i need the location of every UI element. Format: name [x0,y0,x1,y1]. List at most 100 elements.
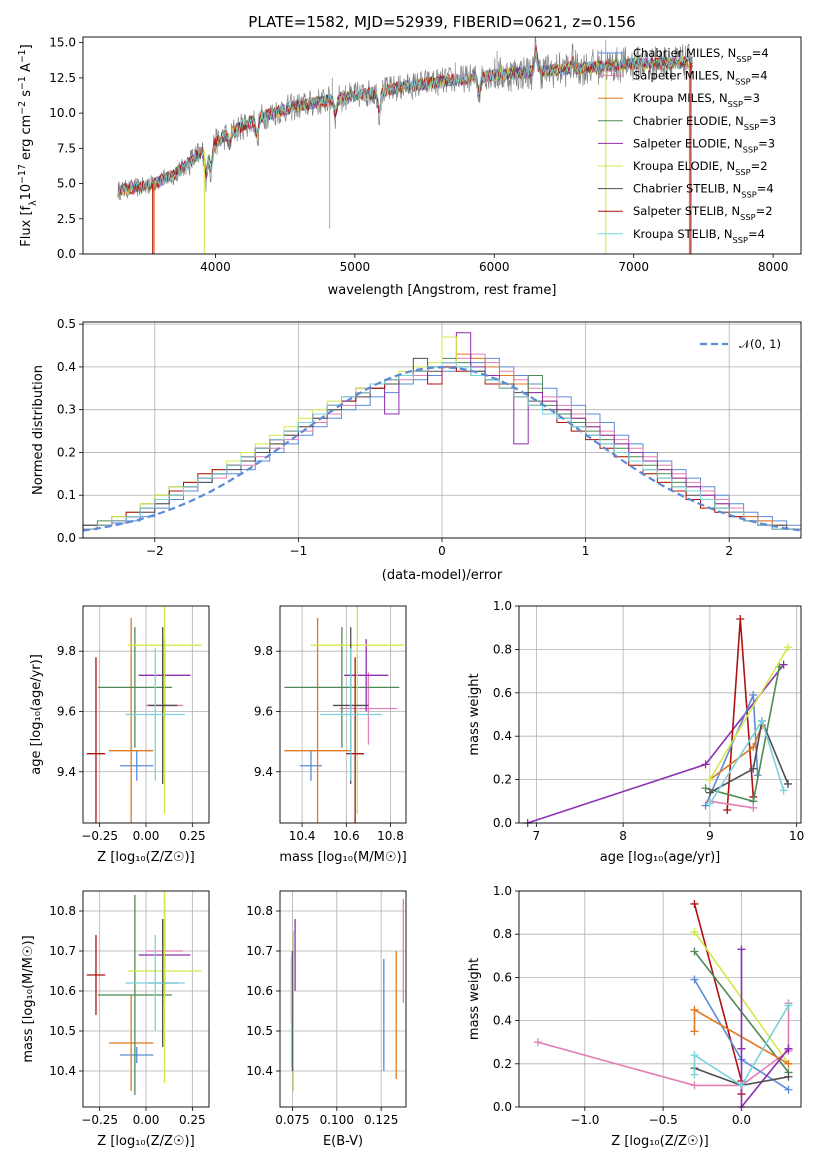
age-vs-z-plot-area [86,606,202,823]
mass-vs-ebv-ytick-label: 10.4 [246,1064,273,1078]
salpeter_elodie-weight-marker [779,660,788,669]
kroupa_stelib-weight-marker [690,1070,699,1079]
salpeter_elodie-weight-marker [701,760,710,769]
mass-vs-z-ylabel: mass [log₁₀(M/M☉)] [21,935,36,1062]
chabrier_elodie-weight-marker [690,947,699,956]
salpeter_miles-weight-marker [749,803,758,812]
residuals-ylabel: Normed distribution [31,365,46,495]
spectrum-xtick-label: 6000 [479,260,510,274]
kroupa_stelib-residual-histogram [82,362,801,538]
age-vs-mass-xtick-label: 10.8 [377,829,404,843]
chabrier_miles-weight-marker [749,690,758,699]
kroupa_miles-weight-marker [784,1059,793,1068]
mass-vs-ebv-ytick-label: 10.5 [246,1024,273,1038]
age-vs-z-xtick-label: 0.25 [179,829,206,843]
salpeter_stelib-weight-line [693,903,743,1094]
chabrier_miles-weight-marker [701,801,710,810]
kroupa_stelib-weight-marker [757,717,766,726]
kroupa_stelib-weight-line [693,1005,790,1087]
spectrum-xlabel: wavelength [Angstrom, rest frame] [328,283,557,298]
mass-vs-z-xtick-label: 0.00 [133,1113,160,1127]
kroupa_stelib-weight-marker [690,1051,699,1060]
weight-vs-age-ylabel: mass weight [467,673,482,755]
spectrum-panel: 4000 5000 6000 7000 8000 0.0 2.5 5.0 7.5 10.0 12.5… [17,36,802,298]
salpeter_elodie-weight-marker [737,1044,746,1053]
normal-legend-label: 𝒩(0, 1) [739,337,781,351]
kroupa_miles-weight-marker [690,1005,699,1014]
age-vs-z-panel: −0.25 0.00 0.25 9.4 9.6 9.8 Z [log₁₀(Z/Z☉)] age… [29,605,210,865]
spectrum-ytick-label: 12.5 [49,71,76,85]
spectrum-ytick-label: 10.0 [49,106,76,120]
mass-vs-ebv-xlabel: E(B-V) [323,1134,363,1149]
chabrier_stelib-weight-marker [705,788,714,797]
age-vs-mass-frame [279,605,407,824]
weight-vs-age-xtick-label: 9 [706,829,714,843]
weight-vs-z-ytick-label: 1.0 [493,884,512,898]
chabrier_elodie-legend-label: Chabrier ELODIE, NSSP=3 [633,114,776,132]
salpeter_elodie-weight-line [740,949,790,1110]
weight-vs-age-ytick-label: 0.2 [493,773,512,787]
salpeter_stelib-weight-marker [723,805,732,814]
age-vs-z-ytick-label: 9.6 [57,704,76,718]
weight-vs-age-xtick-label: 7 [533,829,541,843]
salpeter_miles-weight-marker [533,1038,542,1047]
spectrum-ytick-label: 7.5 [57,141,76,155]
chabrier_miles-weight-marker [690,975,699,984]
salpeter_miles-weight-line [709,800,754,809]
mass-vs-z-ytick-label: 10.7 [49,944,76,958]
residuals-ytick-label: 0.2 [57,445,76,459]
salpeter_elodie-legend-label: Salpeter ELODIE, NSSP=3 [633,136,775,154]
age-vs-mass-xlabel: mass [log₁₀(M/M☉)] [279,850,406,865]
kroupa_stelib-weight-marker [705,799,714,808]
weight-vs-z-ytick-label: 0.2 [493,1057,512,1071]
residuals-xlabel: (data-model)/error [382,568,503,583]
age-vs-z-frame [82,605,210,824]
salpeter_elodie-weight-marker [784,1044,793,1053]
residuals-xtick-label: −1 [290,544,308,558]
age-vs-mass-plot-area [284,606,404,823]
weight-vs-z-panel: −1.0 −0.5 0.0 0.0 0.2 0.4 0.6 0.8 1.0 Z [log₁₀(Z/… [467,884,802,1149]
weight-vs-age-plot-area [523,615,792,827]
chabrier_miles-legend-label: Chabrier MILES, NSSP=4 [633,46,769,64]
spectrum-xtick-label: 5000 [340,260,371,274]
weight-vs-z-xlabel: Z [log₁₀(Z/Z☉)] [611,1134,708,1149]
residuals-xtick-label: 1 [582,544,590,558]
spectrum-ytick-label: 5.0 [57,177,76,191]
spectrum-ytick-label: 0.0 [57,247,76,261]
age-vs-mass-ytick-label: 9.4 [254,765,273,779]
kroupa_stelib-weight-marker [779,786,788,795]
age-vs-z-xtick-label: −0.25 [81,829,118,843]
age-vs-mass-ytick-label: 9.8 [254,644,273,658]
mass-vs-z-plot-area [86,891,202,1095]
chabrier_stelib-weight-marker [749,764,758,773]
spectrum-legend: Chabrier MILES, NSSP=4 Salpeter MILES, NS… [598,46,776,245]
chabrier_stelib-legend-label: Chabrier STELIB, NSSP=4 [633,182,774,200]
kroupa_miles-weight-marker [690,1027,699,1036]
weight-vs-z-ylabel: mass weight [467,958,482,1040]
mass-vs-ebv-xtick-label: 0.125 [364,1113,398,1127]
spectrum-plot-area [117,37,693,254]
age-vs-mass-ytick-label: 9.6 [254,704,273,718]
mass-vs-ebv-xtick-label: 0.075 [275,1113,309,1127]
figure-title: PLATE=1582, MJD=52939, FIBERID=0621, z=0… [248,13,635,31]
weight-vs-z-xtick-label: −0.5 [649,1113,678,1127]
weight-vs-age-ytick-label: 1.0 [493,599,512,613]
kroupa_miles-legend-label: Kroupa MILES, NSSP=3 [633,91,760,109]
residuals-xtick-label: −2 [146,544,164,558]
weight-vs-age-xtick-label: 8 [619,829,627,843]
residuals-ytick-label: 0.5 [57,317,76,331]
kroupa_elodie-legend-label: Kroupa ELODIE, NSSP=2 [633,159,768,177]
mass-vs-z-xtick-label: 0.25 [179,1113,206,1127]
weight-vs-age-frame [518,605,802,824]
mass-vs-z-frame [82,890,210,1108]
weight-vs-z-ytick-label: 0.6 [493,970,512,984]
chabrier_elodie-weight-marker [701,784,710,793]
weight-vs-age-panel: 7 8 9 10 0.0 0.2 0.4 0.6 0.8 1.0 age [log₁₀(age/yr… [467,599,804,865]
mass-vs-ebv-frame [279,890,407,1108]
mass-vs-z-xtick-label: −0.25 [81,1113,118,1127]
mass-vs-ebv-xtick-label: 0.100 [320,1113,354,1127]
spectrum-ytick-label: 15.0 [49,36,76,50]
mass-vs-ebv-ytick-label: 10.8 [246,904,273,918]
residuals-ytick-label: 0.1 [57,488,76,502]
